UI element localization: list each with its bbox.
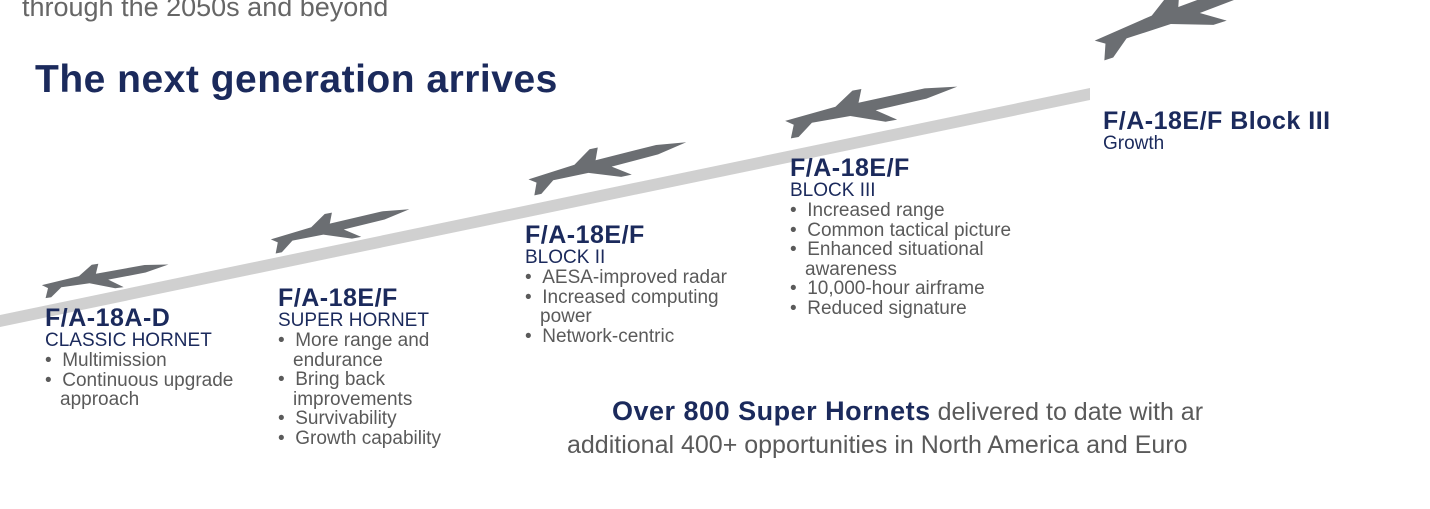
stage-title: F/A-18E/F [278, 285, 476, 311]
bullet: Increased range [790, 201, 1040, 221]
footer-text: delivered to date with ar [938, 398, 1203, 426]
bullet: Growth capability [278, 429, 476, 449]
stage-title: F/A-18E/F [525, 222, 770, 248]
bullet-list: More range and enduranceBring back impro… [278, 331, 476, 448]
heading: The next generation arrives [35, 58, 558, 102]
stage-subtitle: BLOCK III [790, 181, 1040, 201]
bullet: Increased computing power [525, 288, 770, 327]
bullet-list: Increased rangeCommon tactical pictureEn… [790, 201, 1040, 318]
footer-line: additional 400+ opportunities in North A… [567, 431, 1188, 460]
stage-title: F/A-18E/F [790, 155, 1040, 181]
bullet: Continuous upgrade approach [45, 371, 245, 410]
bullet: Bring back improvements [278, 370, 476, 409]
intro-text: through the 2050s and beyond [22, 0, 388, 23]
bullet: Common tactical picture [790, 221, 1040, 241]
bullet: Survivability [278, 409, 476, 429]
bullet: Enhanced situational awareness [790, 240, 1040, 279]
aircraft [1088, 0, 1300, 61]
bullet-list: MultimissionContinuous upgrade approach [45, 351, 245, 410]
footer-line: Over 800 Super Hornets delivered to date… [612, 396, 1203, 427]
bullet: Network-centric [525, 327, 770, 347]
stage-title: F/A-18E/F Block III [1103, 108, 1403, 134]
footer-highlight: Over 800 Super Hornets [612, 396, 931, 426]
bullet: 10,000-hour airframe [790, 279, 1040, 299]
bullet: AESA-improved radar [525, 268, 770, 288]
footer-text: additional 400+ opportunities in North A… [567, 431, 1188, 459]
bullet: Multimission [45, 351, 245, 371]
bullet: More range and endurance [278, 331, 476, 370]
bullet-list: AESA-improved radarIncreased computing p… [525, 268, 770, 346]
page: through the 2050s and beyond The next ge… [0, 0, 1430, 509]
stage-subtitle: SUPER HORNET [278, 311, 476, 331]
stage-subtitle: BLOCK II [525, 248, 770, 268]
stage-subtitle: Growth [1103, 134, 1403, 154]
bullet: Reduced signature [790, 299, 1040, 319]
stage-subtitle: CLASSIC HORNET [45, 331, 245, 351]
stage-title: F/A-18A-D [45, 305, 245, 331]
